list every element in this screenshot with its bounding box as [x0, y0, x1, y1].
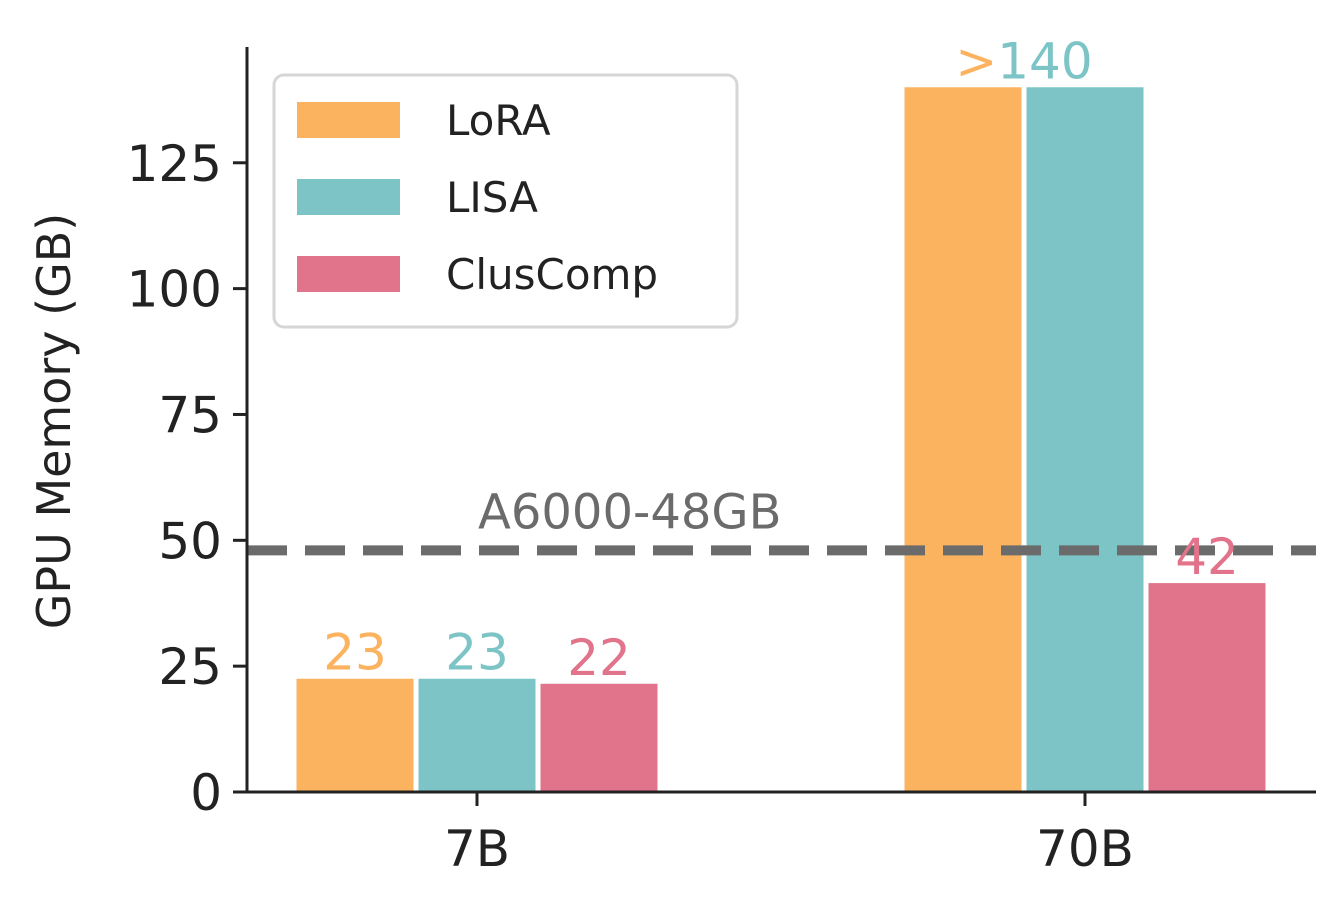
bars-group: [296, 87, 1266, 793]
data-label-lora-7b: 23: [323, 624, 387, 682]
data-label-cluscomp-7b: 22: [567, 629, 631, 687]
y-tick-label: 0: [190, 764, 222, 822]
y-ticks-group: 0 25 50 75 100 125: [127, 135, 247, 822]
x-tick-label: 7B: [444, 820, 510, 878]
y-tick-label: 100: [127, 261, 222, 319]
overflow-value: 140: [997, 32, 1092, 90]
x-ticks-group: 7B 70B: [444, 792, 1134, 878]
bar-cluscomp-70b: [1148, 583, 1266, 792]
legend-swatch-cluscomp: [297, 256, 400, 292]
y-tick-label: 25: [158, 638, 222, 696]
bar-lisa-7b: [418, 678, 536, 792]
x-tick-label: 70B: [1036, 820, 1134, 878]
y-axis-title: GPU Memory (GB): [27, 213, 81, 629]
legend-label-cluscomp: ClusComp: [446, 250, 658, 299]
legend-label-lisa: LISA: [446, 173, 538, 222]
bar-lisa-70b: [1026, 87, 1144, 793]
legend-swatch-lora: [297, 102, 400, 138]
legend-swatch-lisa: [297, 179, 400, 215]
bar-cluscomp-7b: [540, 683, 658, 792]
data-label-lisa-7b: 23: [445, 624, 509, 682]
overflow-prefix: >: [955, 32, 997, 90]
data-label-cluscomp-70b: 42: [1175, 528, 1239, 586]
y-tick-label: 125: [127, 135, 222, 193]
y-tick-label: 50: [158, 512, 222, 570]
reference-line-label: A6000-48GB: [478, 484, 782, 540]
legend: LoRA LISA ClusComp: [272, 73, 739, 329]
y-tick-label: 75: [158, 386, 222, 444]
overflow-label: >140: [955, 32, 1092, 90]
legend-label-lora: LoRA: [446, 96, 551, 145]
bar-lora-7b: [296, 678, 414, 792]
bar-lora-70b: [904, 87, 1022, 793]
data-labels-group: 23 23 22 42: [323, 528, 1239, 687]
